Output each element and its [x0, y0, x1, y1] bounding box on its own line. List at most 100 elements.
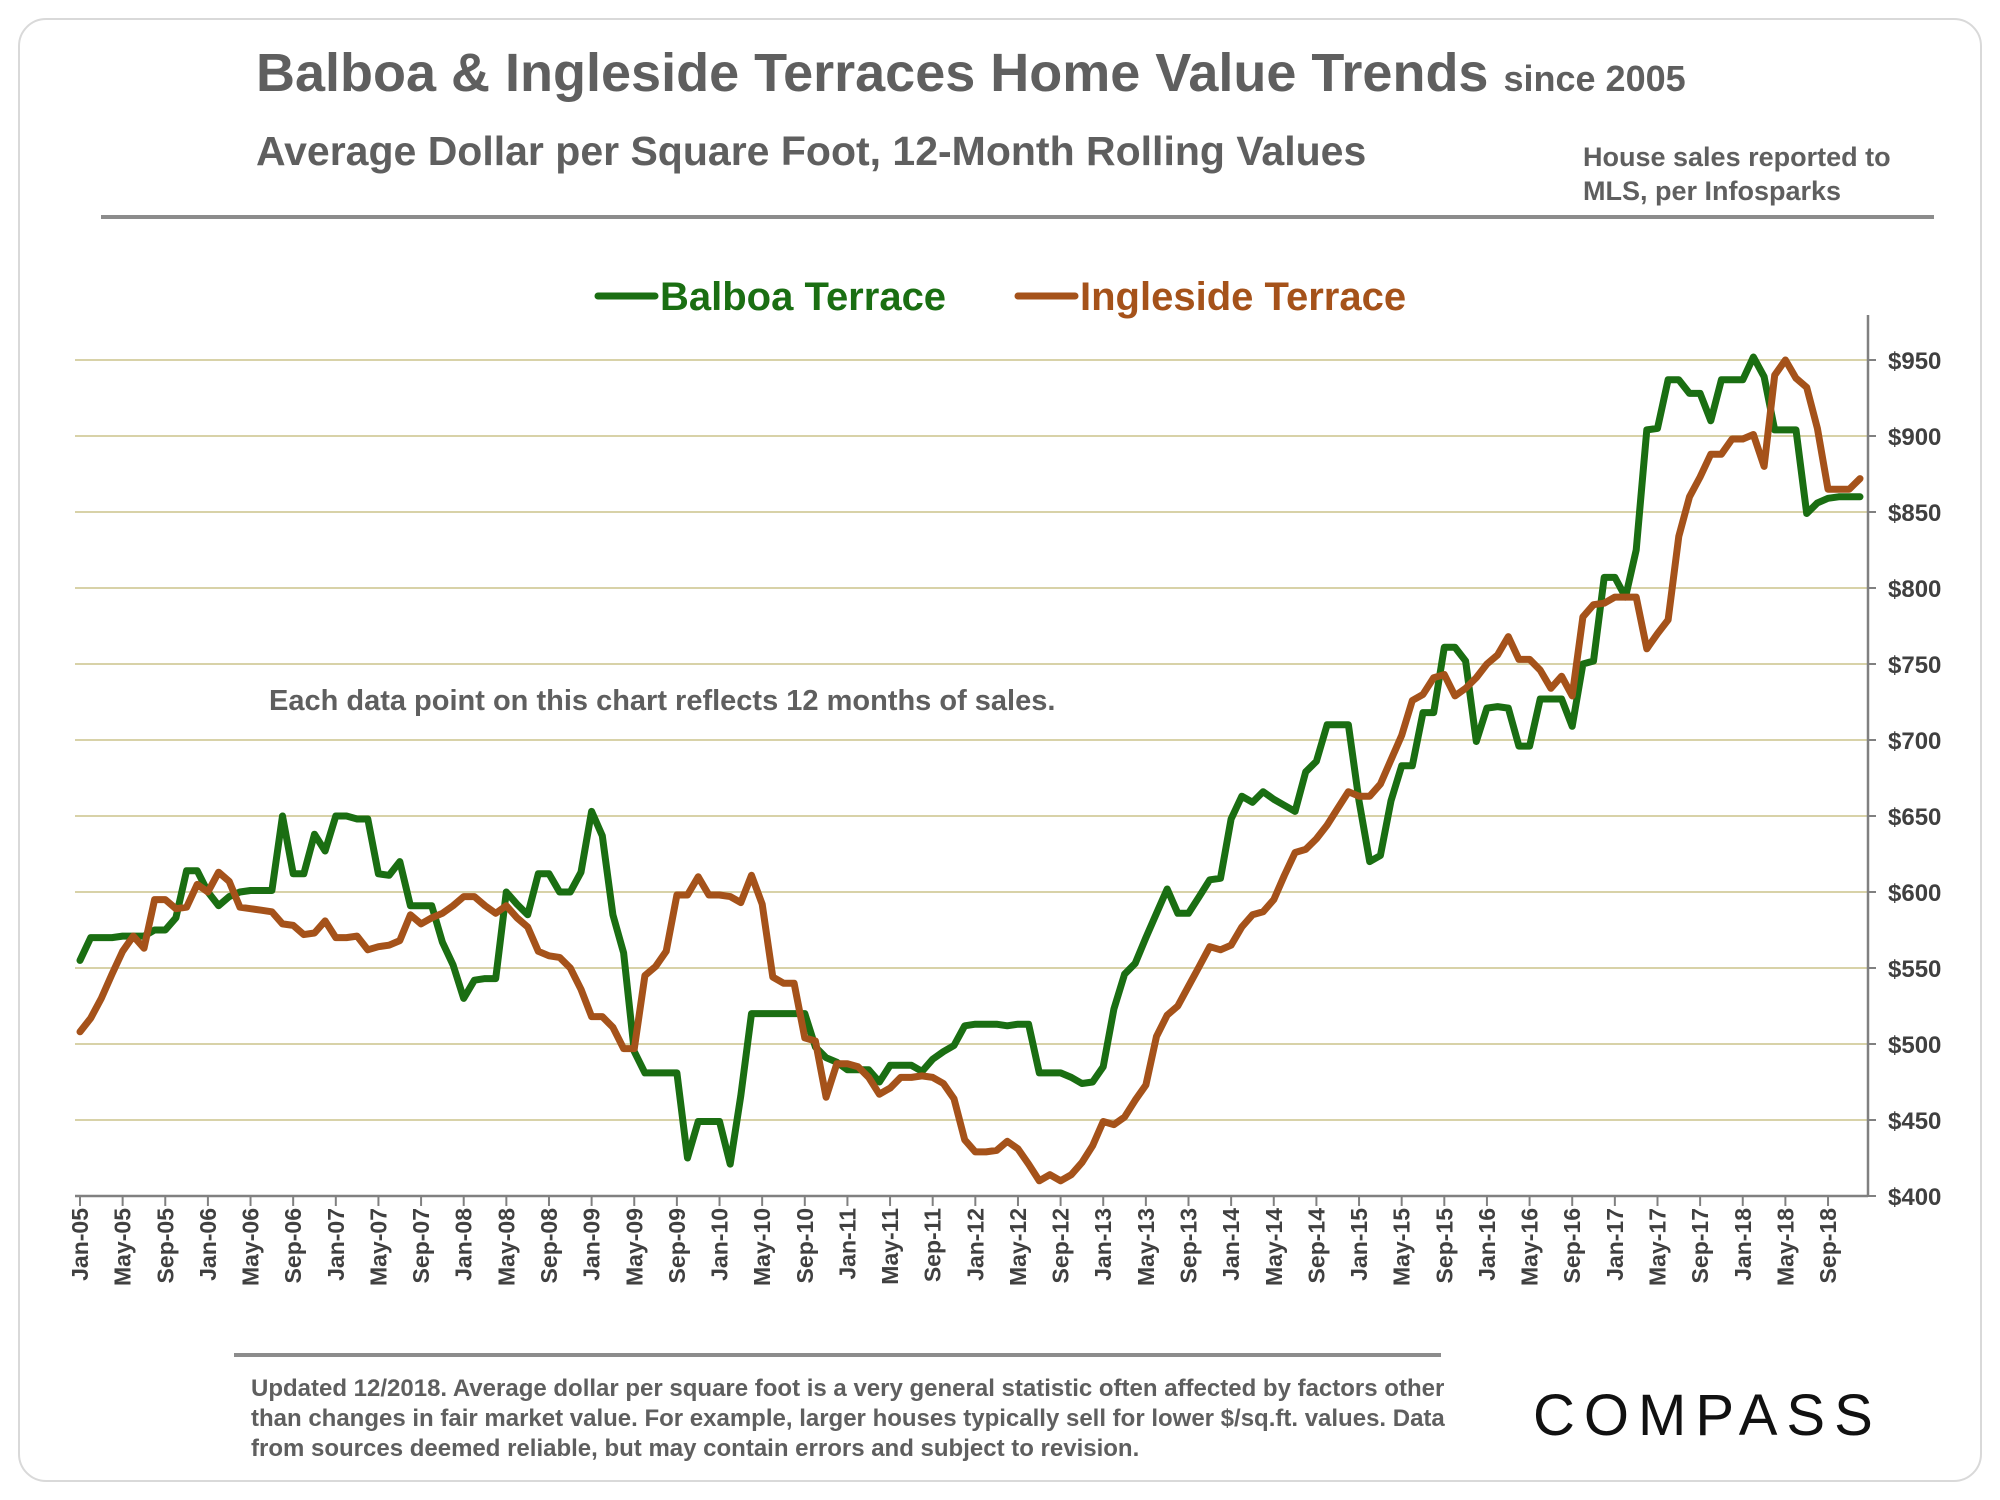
data-point	[1730, 437, 1734, 441]
data-point	[526, 925, 530, 929]
data-point	[941, 1082, 945, 1086]
data-point	[1314, 759, 1318, 763]
data-point	[1741, 437, 1745, 441]
data-point	[1389, 799, 1393, 803]
data-point	[1080, 1161, 1084, 1165]
data-point	[472, 978, 476, 982]
data-point	[440, 911, 444, 915]
data-point	[1815, 426, 1819, 430]
data-point	[1336, 723, 1340, 727]
data-point	[1719, 378, 1723, 382]
x-tick-label: Sep-17	[1687, 1208, 1713, 1283]
data-point	[1549, 697, 1553, 701]
data-point	[1357, 794, 1361, 798]
data-point	[153, 928, 157, 932]
data-point	[686, 1156, 690, 1160]
data-point	[792, 981, 796, 985]
data-point	[195, 882, 199, 886]
data-point	[366, 817, 370, 821]
data-point	[1336, 806, 1340, 810]
data-point	[845, 1068, 849, 1072]
data-point	[1528, 657, 1532, 661]
data-point	[728, 1162, 732, 1166]
data-point	[504, 890, 508, 894]
x-tick-label: May-07	[365, 1208, 391, 1286]
data-point	[1847, 487, 1851, 491]
data-point	[1506, 635, 1510, 639]
x-tick-label: May-17	[1644, 1208, 1670, 1286]
legend: Balboa Terrace Ingleside Terrace	[594, 275, 1406, 319]
data-point	[1250, 800, 1254, 804]
data-point	[1485, 706, 1489, 710]
data-point	[121, 934, 125, 938]
data-point	[760, 902, 764, 906]
data-point	[131, 934, 135, 938]
data-point	[419, 904, 423, 908]
data-point	[1805, 512, 1809, 516]
data-point	[174, 916, 178, 920]
data-point	[888, 1086, 892, 1090]
data-point	[430, 916, 434, 920]
data-point	[781, 1012, 785, 1016]
data-point	[1496, 653, 1500, 657]
data-point	[792, 1012, 796, 1016]
data-point	[174, 907, 178, 911]
data-point	[995, 1148, 999, 1152]
data-point	[643, 1071, 647, 1075]
y-tick-label: $400	[1888, 1184, 1941, 1211]
data-point	[1687, 391, 1691, 395]
data-point	[590, 809, 594, 813]
x-tick-label: Sep-08	[536, 1208, 562, 1284]
data-point	[89, 1016, 93, 1020]
data-point	[153, 898, 157, 902]
data-point	[1762, 375, 1766, 379]
data-point	[1293, 809, 1297, 813]
x-tick-label: Jan-06	[195, 1208, 221, 1281]
data-point	[1645, 428, 1649, 432]
data-point	[664, 949, 668, 953]
data-point	[739, 901, 743, 905]
data-point	[1794, 376, 1798, 380]
data-point	[344, 936, 348, 940]
data-point	[1794, 428, 1798, 432]
y-tick-label: $850	[1888, 500, 1941, 527]
x-tick-label: Jan-18	[1730, 1208, 1756, 1281]
data-point	[824, 1056, 828, 1060]
data-point	[270, 910, 274, 914]
data-point	[1709, 452, 1713, 456]
compass-logo: COMPASS	[1533, 1383, 1882, 1448]
data-point	[1197, 964, 1201, 968]
data-point	[451, 963, 455, 967]
data-point	[1165, 1013, 1169, 1017]
x-tick-label: Jan-11	[834, 1208, 860, 1280]
data-point	[1570, 694, 1574, 698]
data-point	[1549, 686, 1553, 690]
data-point	[1506, 706, 1510, 710]
data-point	[1570, 724, 1574, 728]
data-point	[1783, 428, 1787, 432]
data-point	[451, 904, 455, 908]
data-point	[877, 1080, 881, 1084]
data-point	[1858, 495, 1862, 499]
data-point	[376, 945, 380, 949]
x-tick-label: Jan-07	[323, 1208, 349, 1281]
data-point	[483, 904, 487, 908]
data-point	[632, 1047, 636, 1051]
data-point	[1250, 913, 1254, 917]
data-point	[408, 913, 412, 917]
data-point	[845, 1062, 849, 1066]
data-point	[1581, 662, 1585, 666]
x-tick-label: Sep-12	[1048, 1208, 1074, 1283]
data-point	[430, 904, 434, 908]
chart-frame	[18, 18, 1982, 1482]
data-point	[1602, 575, 1606, 579]
data-point	[312, 931, 316, 935]
data-point	[1560, 697, 1564, 701]
footer-divider	[234, 1353, 1441, 1357]
page-subtitle: Average Dollar per Square Foot, 12-Month…	[256, 128, 1367, 174]
data-point	[1346, 723, 1350, 727]
data-point	[1240, 925, 1244, 929]
x-tick-label: Jan-12	[962, 1208, 988, 1281]
data-point	[1048, 1173, 1052, 1177]
data-point	[1176, 911, 1180, 915]
